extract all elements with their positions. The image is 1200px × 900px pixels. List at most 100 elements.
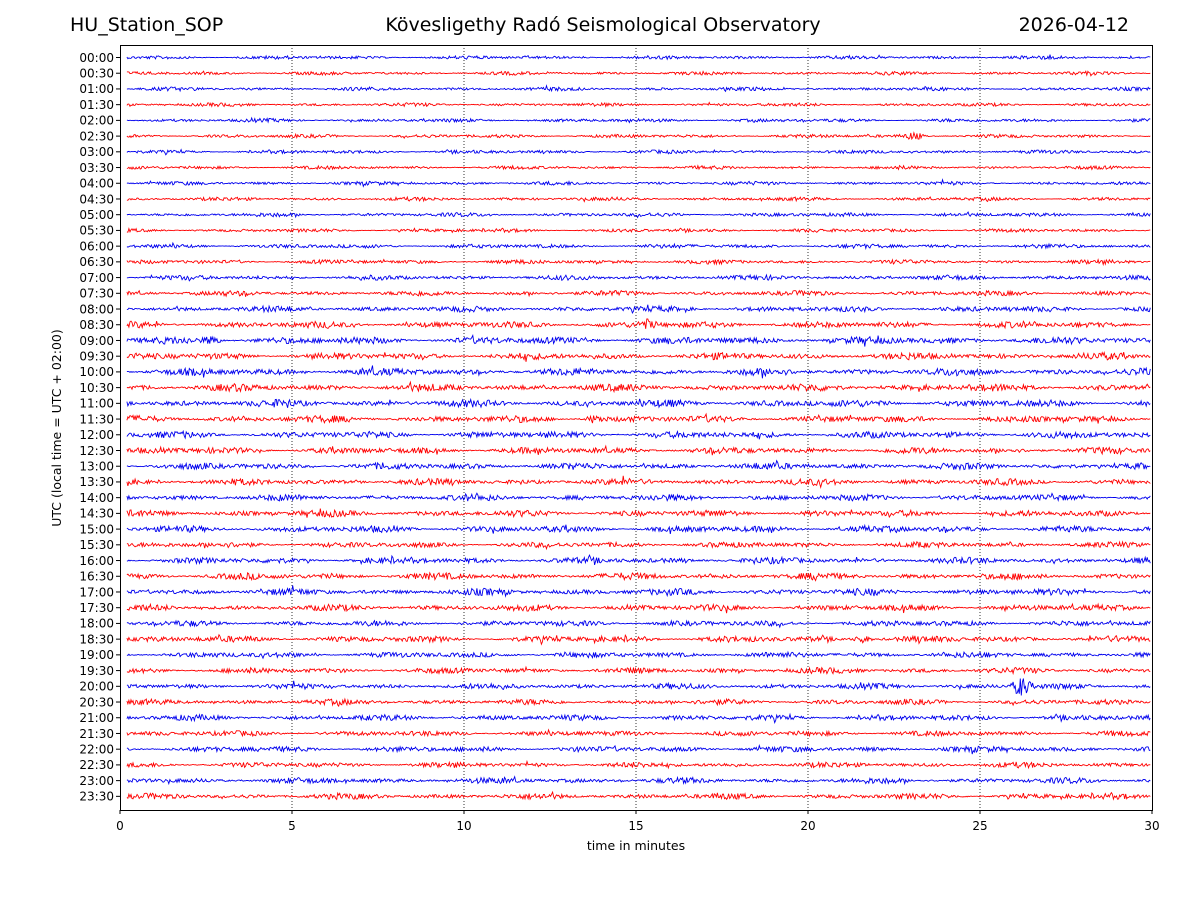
seismic-trace-1230	[126, 444, 1151, 456]
row-time-label: 11:00	[79, 397, 114, 411]
row-time-label: 15:30	[79, 538, 114, 552]
seismic-trace-1700	[126, 585, 1151, 598]
seismic-trace-1000	[126, 365, 1151, 379]
row-time-label: 00:00	[79, 51, 114, 65]
row-time-label: 07:30	[79, 287, 114, 301]
grid-lines	[291, 45, 981, 810]
x-tick-label: 15	[628, 819, 643, 833]
row-time-label: 18:00	[79, 617, 114, 631]
row-time-label: 06:30	[79, 255, 114, 269]
row-time-label: 17:00	[79, 585, 114, 599]
row-time-label: 04:30	[79, 192, 114, 206]
seismic-trace-1830	[126, 633, 1151, 646]
seismic-trace-1430	[126, 508, 1151, 519]
seismic-trace-0200	[126, 116, 1151, 124]
x-tick-label: 0	[116, 819, 124, 833]
row-time-label: 19:00	[79, 648, 114, 662]
seismic-trace-1500	[126, 523, 1151, 534]
x-tick-label: 25	[972, 819, 987, 833]
station-title: HU_Station_SOP	[70, 14, 224, 36]
seismic-trace-1630	[126, 571, 1151, 582]
seismic-trace-2200	[126, 744, 1151, 755]
row-time-label: 20:30	[79, 695, 114, 709]
seismic-trace-0030	[126, 70, 1151, 77]
row-time-label: 18:30	[79, 632, 114, 646]
row-time-label: 15:00	[79, 522, 114, 536]
row-time-label: 21:30	[79, 727, 114, 741]
row-time-label: 08:00	[79, 302, 114, 316]
seismic-trace-0500	[126, 211, 1151, 219]
x-tick-label: 20	[800, 819, 815, 833]
row-time-label: 08:30	[79, 318, 114, 332]
seismic-trace-1300	[126, 459, 1151, 472]
seismic-trace-0000	[126, 54, 1151, 61]
seismic-trace-1900	[126, 650, 1151, 660]
seismic-trace-1130	[126, 412, 1151, 425]
row-time-label: 21:00	[79, 711, 114, 725]
seismic-trace-1730	[126, 602, 1151, 614]
seismic-trace-0400	[126, 178, 1151, 188]
row-time-label: 01:30	[79, 98, 114, 112]
seismic-trace-0730	[126, 289, 1151, 298]
y-axis-label: UTC (local time = UTC + 02:00)	[49, 329, 64, 527]
seismic-trace-1200	[126, 429, 1151, 440]
seismic-trace-1600	[126, 553, 1151, 566]
seismic-trace-1100	[126, 397, 1151, 409]
seismic-trace-0530	[126, 227, 1151, 234]
seismic-trace-1530	[126, 540, 1151, 551]
seismic-trace-0100	[126, 84, 1151, 93]
seismic-trace-2000	[126, 678, 1151, 696]
seismic-trace-2300	[126, 775, 1151, 786]
row-time-label: 05:00	[79, 208, 114, 222]
row-time-label: 23:30	[79, 790, 114, 804]
seismic-trace-0330	[126, 164, 1151, 171]
row-time-label: 10:00	[79, 365, 114, 379]
row-time-label: 11:30	[79, 412, 114, 426]
x-tick-label: 10	[456, 819, 471, 833]
seismic-trace-1330	[126, 475, 1151, 490]
x-tick-label: 5	[288, 819, 296, 833]
row-time-label: 22:30	[79, 758, 114, 772]
row-time-label: 22:00	[79, 742, 114, 756]
trace-layer	[126, 54, 1151, 801]
seismic-trace-2230	[126, 759, 1151, 770]
seismic-trace-0900	[126, 334, 1151, 347]
row-time-label: 16:00	[79, 554, 114, 568]
seismic-trace-0130	[126, 101, 1151, 108]
x-tick-label: 30	[1144, 819, 1159, 833]
row-time-label: 19:30	[79, 664, 114, 678]
row-time-label: 13:00	[79, 460, 114, 474]
row-time-label: 14:00	[79, 491, 114, 505]
row-time-label: 12:30	[79, 444, 114, 458]
row-time-label: 04:00	[79, 177, 114, 191]
seismic-trace-2100	[126, 712, 1151, 724]
row-time-label: 05:30	[79, 224, 114, 238]
row-time-label: 14:30	[79, 507, 114, 521]
row-time-label: 09:00	[79, 334, 114, 348]
seismic-trace-1030	[126, 380, 1151, 394]
row-time-label: 23:00	[79, 774, 114, 788]
seismic-trace-1930	[126, 665, 1151, 676]
row-time-label: 02:00	[79, 114, 114, 128]
seismic-trace-1400	[126, 492, 1151, 502]
row-time-label: 01:00	[79, 82, 114, 96]
plot-frame	[120, 45, 1153, 811]
row-time-label: 07:00	[79, 271, 114, 285]
row-time-label: 02:30	[79, 129, 114, 143]
row-time-label: 17:30	[79, 601, 114, 615]
row-time-label: 20:00	[79, 680, 114, 694]
seismic-trace-0700	[126, 273, 1151, 282]
row-time-label: 10:30	[79, 381, 114, 395]
row-time-label: 00:30	[79, 67, 114, 81]
row-time-label: 12:00	[79, 428, 114, 442]
observatory-title: Kövesligethy Radó Seismological Observat…	[385, 14, 821, 36]
x-axis: 0 5 10 15 20 25 30	[116, 810, 1160, 833]
seismic-trace-2330	[126, 790, 1151, 801]
seismic-trace-0430	[126, 195, 1151, 203]
seismic-trace-0600	[126, 241, 1151, 251]
seismic-trace-2030	[126, 697, 1151, 708]
seismic-trace-0230	[126, 131, 1151, 141]
seismic-trace-0630	[126, 258, 1151, 267]
